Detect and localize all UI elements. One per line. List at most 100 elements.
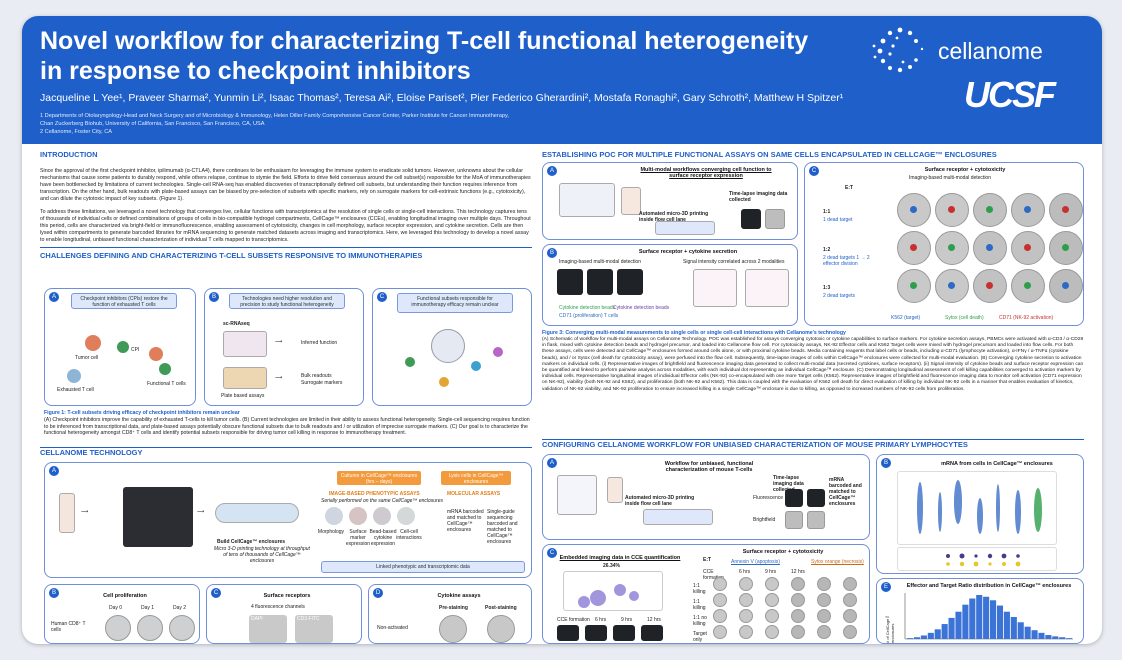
cell-marker xyxy=(986,244,993,251)
fig1-b-box: Technologies need higher resolution and … xyxy=(229,293,345,309)
config-c-et: E:T xyxy=(703,557,712,563)
config-c-title: Surface receptor + cytotoxicity xyxy=(742,549,824,555)
config-a-flow: Automated micro-3D printing inside flow … xyxy=(625,495,695,507)
config-c-cell-image xyxy=(713,577,727,591)
poc-c-cell-image xyxy=(897,231,931,265)
cellanome-wordmark: cellanome xyxy=(938,38,1043,64)
poc-c-cell-image xyxy=(1011,269,1045,303)
section-divider-2 xyxy=(40,447,532,448)
c-left-img-3 xyxy=(613,625,635,641)
tech-c-badge: C xyxy=(211,588,221,598)
histogram-bar xyxy=(948,617,955,639)
config-c-cell-image xyxy=(765,609,779,623)
config-a-fluor-img xyxy=(785,489,803,507)
histogram-bar xyxy=(1003,611,1010,639)
tech-a-badge: A xyxy=(49,466,59,476)
config-c-r1: 1:1 killing xyxy=(693,583,706,595)
poc-c-cell-image xyxy=(935,269,969,303)
inferred-label: Inferred function xyxy=(301,340,338,346)
m1-label: Morphology xyxy=(317,529,345,535)
poc-b-badge: B xyxy=(547,248,557,258)
t-cell-icon-a xyxy=(405,357,415,367)
cd3-label: CD3 FITC xyxy=(297,616,320,622)
config-a-time: Time-lapse imaging data collected xyxy=(773,475,804,493)
nonact-label: Non-activated xyxy=(377,625,408,631)
poc-c-cell-image xyxy=(973,269,1007,303)
ratio-histogram xyxy=(904,593,1073,640)
cell-marker xyxy=(1024,206,1031,213)
config-c-9-l: 9 hrs xyxy=(621,617,633,623)
config-c-cell-image xyxy=(739,577,753,591)
day0-label: Day 0 xyxy=(109,605,123,611)
dapi-label: DAPI xyxy=(251,616,263,622)
cell-marker xyxy=(1024,244,1031,251)
tech-panel-a: A ⟶ ⟶ Build CellCage™ enclosures Micro 3… xyxy=(44,462,532,578)
day1-label: Day 1 xyxy=(141,605,155,611)
poc-c-cell-image xyxy=(897,269,931,303)
poc-c-cell-image xyxy=(1011,193,1045,227)
config-a-inputs xyxy=(557,475,597,515)
cell-marker xyxy=(1062,206,1069,213)
arrow-1: ⟶ xyxy=(275,339,283,345)
cell-marker xyxy=(948,206,955,213)
cell-marker xyxy=(1062,244,1069,251)
config-c-cell-image xyxy=(791,625,805,639)
c-left-img-4 xyxy=(641,625,663,641)
build-subtitle: Micro 3-D printing technology at through… xyxy=(214,546,310,564)
t-cell-icon xyxy=(117,341,129,353)
poc-b-leg1: Cytokine detection beads xyxy=(559,305,616,311)
config-c-6-l: 6 hrs xyxy=(595,617,607,623)
tumor-cell-icon xyxy=(85,335,101,351)
fig1-c-box: Functional subsets responsible for immun… xyxy=(397,293,513,313)
tech-b-badge: B xyxy=(49,588,59,598)
m6-label: Single-guide sequencing barcoded and mat… xyxy=(487,509,518,545)
config-c-cell-image xyxy=(765,625,779,639)
poc-panel-b: B Surface receptor + cytokine secretion … xyxy=(542,244,798,326)
poc-c-title: Surface receptor + cytotoxicity xyxy=(924,167,1006,173)
section-divider-3 xyxy=(542,439,1084,440)
config-c-cell-image xyxy=(765,577,779,591)
pre-img xyxy=(439,615,467,643)
tumor-cell-icon-2 xyxy=(149,347,163,361)
poc-b-img-2 xyxy=(587,269,613,295)
fig1-caption: (A) Checkpoint inhibitors improve the ca… xyxy=(44,417,530,437)
config-c-cell-image xyxy=(713,625,727,639)
interaction-img xyxy=(397,507,415,525)
poc-b-scatter-2 xyxy=(745,269,789,307)
ucsf-logo: UCSF xyxy=(964,74,1056,115)
cell-marker xyxy=(986,282,993,289)
affiliation-1b: Chan Zuckerberg Biohub, University of Ca… xyxy=(40,121,265,127)
linked-box: Linked phenotypic and transcriptomic dat… xyxy=(321,561,525,573)
config-c-formation-l: CCE formation xyxy=(557,617,590,623)
histogram-bar xyxy=(941,624,948,639)
author-list: Jacqueline L Yee¹, Praveer Sharma², Yunm… xyxy=(40,92,844,104)
config-c-6: 6 hrs xyxy=(739,569,751,575)
config-c-cell-image xyxy=(843,625,857,639)
m5-label: mRNA barcoded and matched to CellCage™ e… xyxy=(447,509,484,533)
lysis-box: Lysis cells in CellCage™ enclosures xyxy=(441,471,511,485)
config-c-cell-image xyxy=(791,593,805,607)
poc-c-sub: Imaging-based multi-modal detection xyxy=(909,175,991,181)
config-c-r4: Target only xyxy=(693,631,707,643)
config-b-badge: B xyxy=(881,458,891,468)
fig1-panel-b: B Technologies need higher resolution an… xyxy=(204,288,364,406)
cell-marker xyxy=(910,206,917,213)
tech-panel-b: B Cell proliferation Day 0 Day 1 Day 2 H… xyxy=(44,584,200,644)
cellanome-logo: cellanome xyxy=(870,24,1090,74)
config-a-flowcell xyxy=(643,509,713,525)
poc-b-img-1 xyxy=(557,269,583,295)
config-b-title: mRNA from cells in CellCage™ enclosures xyxy=(941,461,1053,467)
exhausted-cell-icon xyxy=(67,369,81,383)
config-panel-b: B mRNA from cells in CellCage™ enclosure… xyxy=(876,454,1084,574)
chart-ylabel: # of CellCage™ enclosures xyxy=(885,613,895,643)
image-assays-label: IMAGE-BASED PHENOTYPIC ASSAYS xyxy=(329,491,420,497)
poc-c-badge: C xyxy=(809,166,819,176)
tech-title: CELLANOME TECHNOLOGY xyxy=(40,448,143,457)
poster: Novel workflow for characterizing T-cell… xyxy=(22,16,1102,644)
arrow-3: ⟶ xyxy=(81,509,89,515)
poc-a-fluor-img xyxy=(741,209,761,229)
poc-c-cell-image xyxy=(1049,231,1083,265)
intro-paragraph-1: Since the approval of the first checkpoi… xyxy=(40,168,531,202)
functional-cell-icon xyxy=(159,363,171,375)
poc-b-title: Surface receptor + cytokine secretion xyxy=(638,249,738,255)
